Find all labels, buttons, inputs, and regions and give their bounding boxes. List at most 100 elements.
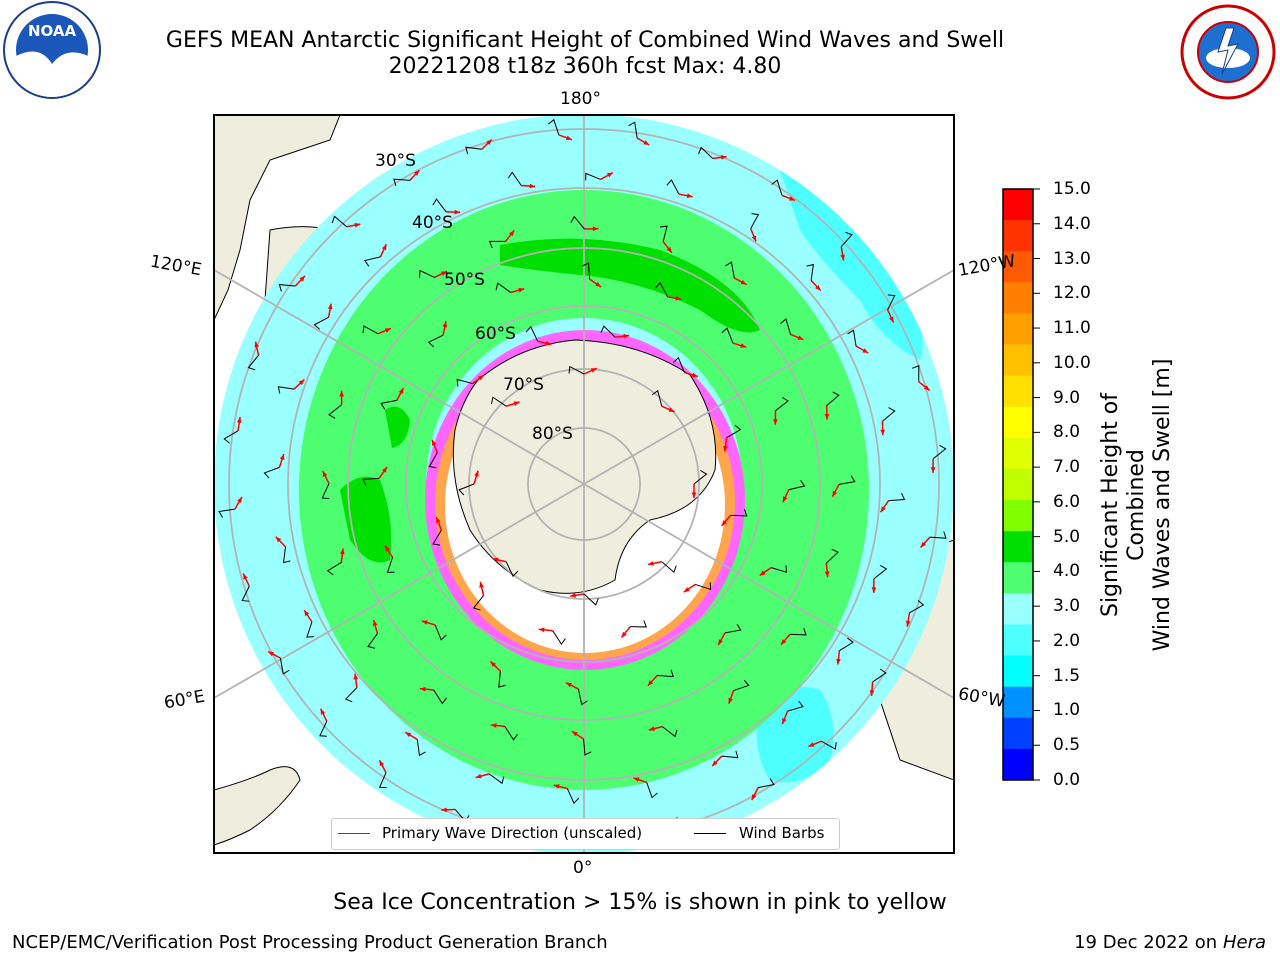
wind-barb xyxy=(433,689,447,705)
primary-wave-direction-arrows xyxy=(234,134,936,835)
wave-arrowhead xyxy=(254,341,260,348)
noaa-logo: NOAA xyxy=(3,1,101,99)
wind-barb xyxy=(661,561,677,574)
wind-barb xyxy=(888,492,906,502)
wind-barb xyxy=(724,623,742,634)
colorbar-swatch xyxy=(1003,748,1033,781)
wind-barb xyxy=(839,637,854,652)
wind-barb xyxy=(882,407,896,422)
wave-arrowhead xyxy=(320,708,326,715)
wind-barb xyxy=(847,329,857,347)
colorbar-swatch xyxy=(1003,313,1033,346)
wave-arrowhead xyxy=(354,222,361,228)
wind-barb xyxy=(566,788,580,804)
wind-barb xyxy=(725,261,735,279)
wind-barb xyxy=(657,669,674,678)
wind-barb xyxy=(458,483,475,496)
wind-barb xyxy=(488,773,505,785)
wave-arrowhead xyxy=(647,680,654,686)
wave-arrowhead xyxy=(905,620,911,627)
colorbar-tick-label: 9.0 xyxy=(1053,387,1081,408)
wind-barb xyxy=(887,294,896,311)
wind-barb xyxy=(932,444,947,460)
colorbar-swatch xyxy=(1003,282,1033,314)
wave-arrowhead xyxy=(322,471,328,478)
wave-arrowhead xyxy=(920,541,927,548)
lat-label-50s: 50°S xyxy=(444,270,485,290)
wave-arrowhead xyxy=(862,348,869,353)
wind-barb xyxy=(570,215,585,230)
colorbar-ticks xyxy=(1033,188,1040,781)
wave-arrowhead xyxy=(379,760,385,767)
nws-logo xyxy=(1180,4,1276,100)
wind-barb xyxy=(771,565,788,573)
sea-ice-note: Sea Ice Concentration > 15% is shown in … xyxy=(333,890,947,915)
wave-arrowhead xyxy=(740,279,747,285)
wind-barb xyxy=(788,479,806,491)
wave-arrowhead xyxy=(518,287,525,293)
longitude-gridlines xyxy=(214,115,954,853)
wind-barb xyxy=(504,726,518,741)
wind-barb xyxy=(277,386,295,394)
wind-barb xyxy=(872,668,887,683)
colorbar-swatch xyxy=(1003,251,1033,283)
wave-arrowhead xyxy=(668,407,675,412)
wind-barb xyxy=(821,740,837,750)
wave-arrowhead xyxy=(237,497,242,504)
wind-barb xyxy=(380,399,397,410)
wave-patch-4to5m-north xyxy=(500,238,760,333)
legend-barb-swatch xyxy=(694,833,726,834)
wave-arrowhead xyxy=(486,139,492,146)
wave-arrowhead xyxy=(243,573,248,580)
noaa-logo-text: NOAA xyxy=(28,22,77,40)
wave-arrowhead xyxy=(553,784,560,789)
wave-arrowhead xyxy=(824,413,830,420)
wave-arrowhead xyxy=(815,284,821,291)
wind-barb xyxy=(278,284,296,292)
colorbar-tick-label: 5.0 xyxy=(1053,526,1081,547)
colorbar-title-line1: Significant Height of Combined xyxy=(1098,392,1149,618)
wave-arrowhead xyxy=(751,794,757,801)
wind-barb xyxy=(826,391,840,406)
wind-barb xyxy=(495,282,512,293)
wave-arrowhead xyxy=(773,419,778,425)
wind-barb xyxy=(319,721,328,737)
wind-barb xyxy=(630,620,647,628)
wind-barb xyxy=(721,327,734,344)
lon-label-180: 180° xyxy=(560,89,601,109)
wind-barb xyxy=(362,325,379,335)
lat-label-70s: 70°S xyxy=(503,375,544,395)
wave-patch-4to5m-mid xyxy=(385,406,410,448)
wind-barb xyxy=(646,782,658,799)
wind-barb xyxy=(726,424,742,439)
wave-arrowhead xyxy=(712,760,718,767)
wind-barb xyxy=(790,628,807,636)
colorbar-swatch xyxy=(1003,531,1033,563)
wave-arrowhead xyxy=(721,520,727,526)
wind-barb xyxy=(733,679,750,692)
wave-arrowhead xyxy=(871,587,877,593)
wind-barb xyxy=(306,621,314,638)
colorbar-tick-label: 0.0 xyxy=(1053,770,1081,790)
wind-barb xyxy=(873,564,888,580)
lat-label-80s: 80°S xyxy=(532,424,573,444)
wave-arrowhead xyxy=(643,140,650,146)
colorbar-tick-label: 0.5 xyxy=(1053,735,1081,756)
lat-label-40s: 40°S xyxy=(412,213,453,233)
wind-barb xyxy=(505,561,519,578)
wave-arrowhead xyxy=(590,368,597,373)
wave-arrowhead xyxy=(275,536,282,543)
wave-arrowhead xyxy=(666,246,672,253)
wave-arrowhead xyxy=(782,496,788,503)
colorbar-tick-label: 3.0 xyxy=(1053,596,1081,617)
wave-arrowhead xyxy=(840,254,845,261)
wave-arrowhead xyxy=(382,466,388,473)
wave-arrowhead xyxy=(421,620,428,625)
wind-barb xyxy=(432,530,442,546)
wind-barb xyxy=(393,178,410,186)
colorbar-tick-label: 1.0 xyxy=(1053,700,1081,721)
wave-arrowhead xyxy=(571,731,578,737)
wind-barb xyxy=(434,624,447,641)
wave-arrowhead xyxy=(236,417,242,423)
